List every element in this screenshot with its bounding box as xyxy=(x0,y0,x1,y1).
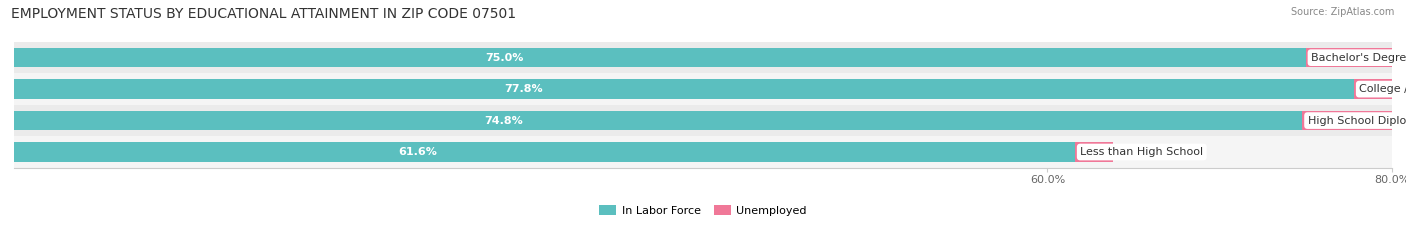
Legend: In Labor Force, Unemployed: In Labor Force, Unemployed xyxy=(595,201,811,221)
Bar xyxy=(14,79,1354,99)
Text: 74.8%: 74.8% xyxy=(484,116,523,126)
Bar xyxy=(14,142,1076,162)
Text: Source: ZipAtlas.com: Source: ZipAtlas.com xyxy=(1291,7,1395,17)
Text: High School Diploma: High School Diploma xyxy=(1308,116,1406,126)
Bar xyxy=(1302,111,1406,130)
Text: 61.6%: 61.6% xyxy=(398,147,437,157)
Text: Bachelor's Degree or higher: Bachelor's Degree or higher xyxy=(1310,53,1406,63)
Bar xyxy=(14,105,1392,136)
Text: 77.8%: 77.8% xyxy=(503,84,543,94)
Text: EMPLOYMENT STATUS BY EDUCATIONAL ATTAINMENT IN ZIP CODE 07501: EMPLOYMENT STATUS BY EDUCATIONAL ATTAINM… xyxy=(11,7,516,21)
Text: 75.0%: 75.0% xyxy=(485,53,524,63)
Bar xyxy=(1354,79,1398,99)
Bar xyxy=(14,73,1392,105)
Bar xyxy=(14,42,1392,73)
Bar xyxy=(14,136,1392,168)
Text: 2.2%: 2.2% xyxy=(1130,147,1159,157)
Bar xyxy=(14,48,1306,67)
Bar xyxy=(14,111,1302,130)
Bar xyxy=(1076,142,1114,162)
Text: Less than High School: Less than High School xyxy=(1080,147,1204,157)
Bar xyxy=(1306,48,1406,67)
Text: College / Associate Degree: College / Associate Degree xyxy=(1360,84,1406,94)
